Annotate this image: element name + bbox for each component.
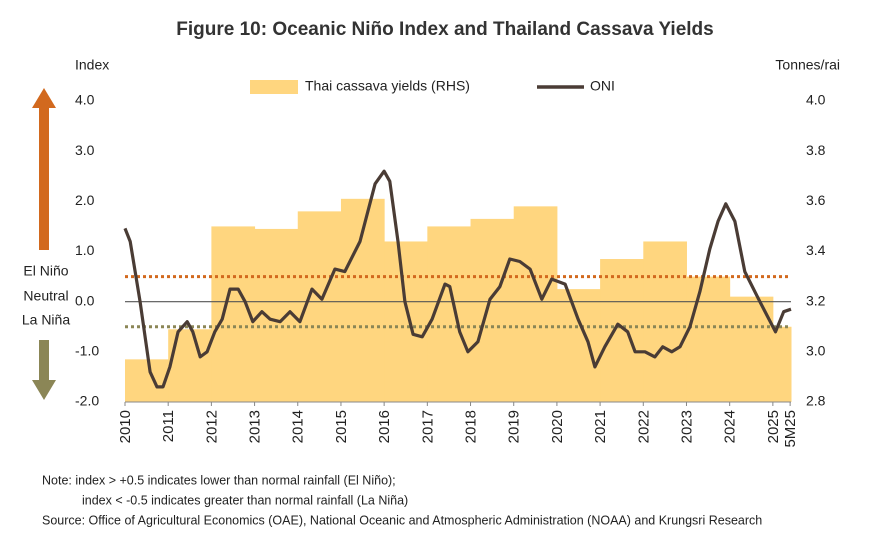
y-tick-label: -2.0: [75, 393, 99, 409]
x-tick-label: 2020: [549, 410, 566, 443]
y2-tick-label: 3.4: [806, 242, 826, 258]
x-tick-label: 2014: [290, 410, 307, 443]
x-tick-label: 2017: [419, 410, 436, 443]
arrow-down: [32, 340, 56, 400]
source: Source: Office of Agricultural Economics…: [42, 513, 762, 527]
annotation: La Niña: [22, 312, 70, 328]
annotation: El Niño: [23, 263, 68, 279]
note: Note: index > +0.5 indicates lower than …: [42, 473, 396, 487]
area-step: [600, 259, 644, 402]
area-step: [772, 326, 792, 402]
x-tick-label: 5M25: [782, 410, 799, 448]
y-tick-label: -1.0: [75, 343, 99, 359]
x-tick-label: 2023: [678, 410, 695, 443]
x-tick-label: 2021: [592, 410, 609, 443]
area-step: [384, 241, 428, 402]
y-axis-label: Index: [75, 57, 109, 73]
area-step: [513, 206, 558, 402]
arrow-up: [32, 88, 56, 250]
note: index < -0.5 indicates greater than norm…: [82, 493, 408, 507]
area-step: [686, 276, 731, 402]
y-tick-label: 0.0: [75, 292, 95, 308]
legend-label: Thai cassava yields (RHS): [305, 78, 470, 94]
y2-tick-label: 2.8: [806, 393, 826, 409]
area-step: [643, 241, 687, 402]
area-step: [470, 218, 515, 402]
y-tick-label: 1.0: [75, 242, 95, 258]
legend-swatch: [250, 80, 298, 94]
line: [123, 169, 792, 389]
y2-tick-label: 3.0: [806, 343, 826, 359]
x-tick-label: 2022: [635, 410, 652, 443]
x-tick-label: 2019: [506, 410, 523, 443]
area-step: [556, 289, 601, 402]
area-layer: [125, 198, 792, 402]
x-tick-label: 2015: [333, 410, 350, 443]
x-tick-label: 2011: [160, 410, 177, 442]
y2-tick-label: 3.6: [806, 192, 826, 208]
y2-tick-label: 3.2: [806, 292, 826, 308]
y-tick-label: 3.0: [75, 142, 95, 158]
area-step: [211, 226, 256, 402]
x-tick-label: 2016: [376, 410, 393, 443]
legend-label: ONI: [590, 78, 615, 94]
y2-axis-label: Tonnes/rai: [775, 57, 840, 73]
x-tick-label: 2024: [722, 410, 739, 443]
y2-tick-label: 4.0: [806, 92, 826, 108]
area-step: [254, 228, 299, 402]
y-tick-label: 2.0: [75, 192, 95, 208]
chart-title: Figure 10: Oceanic Niño Index and Thaila…: [176, 19, 713, 40]
y2-tick-label: 3.8: [806, 142, 826, 158]
x-tick-label: 2018: [462, 410, 479, 443]
x-tick-label: 2012: [203, 410, 220, 443]
y-tick-label: 4.0: [75, 92, 95, 108]
x-tick-label: 2010: [117, 410, 134, 443]
area-step: [125, 359, 169, 402]
x-tick-label: 2013: [247, 410, 264, 443]
annotation: Neutral: [23, 288, 68, 304]
x-tick-label: 2025: [765, 410, 782, 443]
